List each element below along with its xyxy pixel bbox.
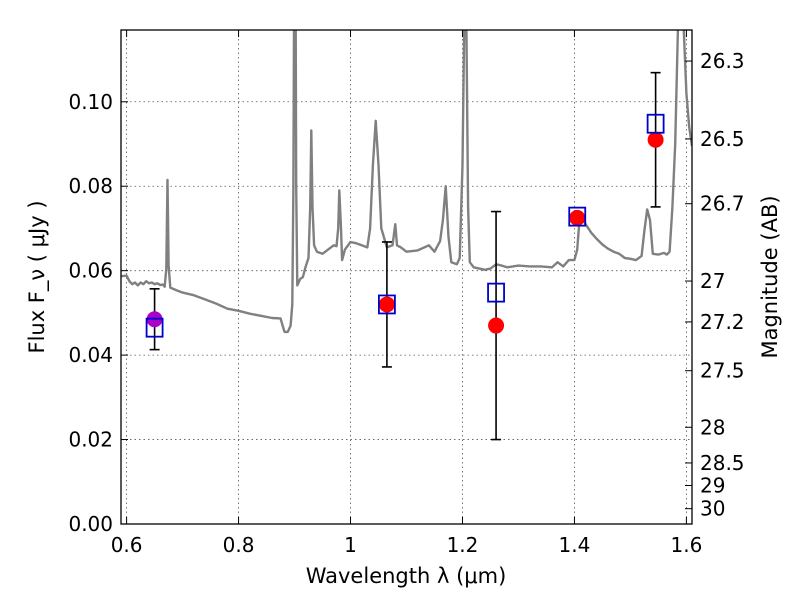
x-tick-label: 0.8 bbox=[223, 533, 255, 557]
observed-flux-point bbox=[647, 131, 664, 148]
mag-tick-label: 27.2 bbox=[700, 310, 745, 334]
observed-flux-point bbox=[378, 296, 395, 313]
x-axis-label: Wavelength λ (μm) bbox=[306, 564, 507, 588]
y-tick-label: 0.00 bbox=[68, 512, 113, 536]
y-tick-label: 0.06 bbox=[68, 259, 113, 283]
model-flux-square bbox=[646, 113, 665, 134]
axis-ticks: 0.6 0.8 1 1.2 1.4 1.6 0.00 0.02 0.04 0.06 0.08 0.10… bbox=[68, 30, 745, 557]
series-layer bbox=[121, 30, 692, 441]
plot-frame bbox=[120, 29, 693, 525]
model-flux-square bbox=[378, 294, 396, 315]
mag-tick-label: 30 bbox=[700, 497, 725, 521]
x-tick-label: 1.4 bbox=[559, 533, 591, 557]
x-tick-label: 1.2 bbox=[447, 533, 479, 557]
right-axis-label: Magnitude (AB) bbox=[758, 195, 782, 358]
x-tick-label: 1 bbox=[344, 533, 357, 557]
y-tick-label: 0.08 bbox=[68, 174, 113, 198]
mag-tick-label: 26.7 bbox=[700, 192, 745, 216]
y-tick-label: 0.02 bbox=[68, 428, 113, 452]
mag-tick-label: 27 bbox=[700, 269, 725, 293]
y-tick-label: 0.10 bbox=[68, 90, 113, 114]
observed-flux-point bbox=[569, 209, 586, 226]
y-tick-label: 0.04 bbox=[68, 343, 113, 367]
y-axis-label: Flux F_ν ( μJy ) bbox=[25, 200, 50, 353]
mag-tick-label: 28.5 bbox=[700, 451, 745, 475]
mag-tick-label: 27.5 bbox=[700, 359, 745, 383]
mag-tick-label: 26.3 bbox=[700, 49, 745, 73]
x-tick-label: 0.6 bbox=[111, 533, 143, 557]
mag-tick-label: 26.5 bbox=[700, 127, 745, 151]
model-flux-square bbox=[487, 282, 505, 303]
observed-flux-point bbox=[488, 317, 505, 334]
x-tick-label: 1.6 bbox=[670, 533, 702, 557]
mag-tick-label: 29 bbox=[700, 473, 725, 497]
model-flux-square bbox=[145, 317, 164, 338]
model-flux-square bbox=[568, 206, 587, 227]
mag-tick-label: 28 bbox=[700, 415, 725, 439]
model-spectrum-line bbox=[121, 30, 692, 334]
